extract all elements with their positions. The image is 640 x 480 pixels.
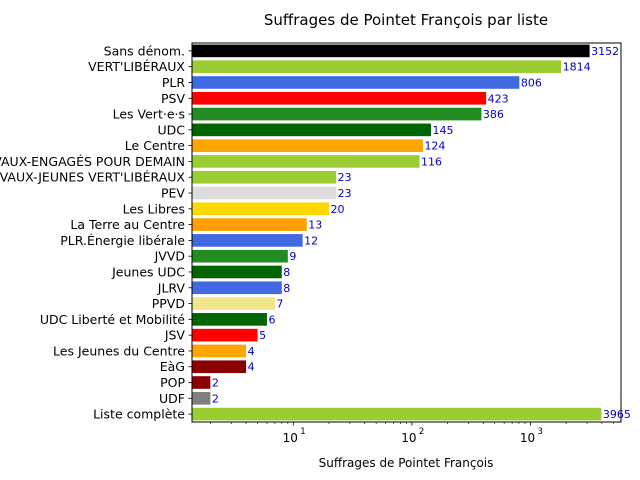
x-tick-label: 10 [401,431,416,445]
value-label: 23 [338,187,352,200]
x-tick-exponent: 3 [537,427,542,437]
bar [192,234,303,247]
category-label: UDF [159,391,185,406]
plot-frame [191,42,622,423]
category-label: PLR.Énergie libérale [60,233,185,248]
bar [192,123,432,137]
bar [192,186,337,200]
category-label: Les Libres [123,201,185,216]
bar [192,265,282,279]
value-label: 4 [248,361,255,374]
category-label: JLRV [157,280,186,295]
bar [192,170,337,184]
bar [192,344,247,358]
bar [192,139,423,152]
bar [192,60,562,74]
category-label: VERT'LIBÉRAUX [88,59,185,74]
value-label: 20 [330,203,344,216]
bar [192,391,211,405]
category-label: PSV [161,91,185,106]
value-label: 806 [521,76,542,89]
value-label: 124 [424,140,445,153]
x-tick-exponent: 2 [419,427,424,437]
value-label: 8 [283,266,290,279]
value-label: 2 [212,392,219,405]
bar [192,407,602,421]
bar [192,155,420,168]
value-label: 7 [276,298,283,311]
category-label: JVVD [154,249,185,264]
value-label: 116 [421,155,442,168]
value-label: 386 [483,108,504,121]
category-label: POP [160,375,185,390]
chart-title: Suffrages de Pointet François par liste [264,11,548,29]
value-label: 12 [304,234,318,247]
bar [192,281,282,295]
value-label: 9 [289,250,296,263]
bar [192,360,247,374]
bar [192,249,288,263]
value-label: 5 [259,329,266,342]
category-label: VAUX-ENGAGÉS POUR DEMAIN [0,154,185,169]
category-label: PLR [162,75,186,90]
bar [192,376,211,389]
value-label: 13 [308,219,322,232]
value-label: 423 [488,92,509,105]
category-label: VAUX-JEUNES VERT'LIBÉRAUX [0,170,185,185]
bar [192,313,267,326]
bar [192,328,258,342]
category-label: Les Vert·e·s [113,107,185,122]
bar [192,107,482,121]
category-label: Jeunes UDC [111,264,185,279]
bar [192,44,590,58]
category-label: UDC [157,122,185,137]
category-label: PEV [161,186,185,201]
category-label: Le Centre [125,138,186,153]
value-label: 3965 [603,408,631,421]
x-axis: 10 1 10 2 10 3 [210,422,614,445]
category-label: Les Jeunes du Centre [53,343,185,358]
category-label: UDC Liberté et Mobilité [40,312,185,327]
category-label: EàG [160,359,185,374]
x-tick-label: 10 [520,431,535,445]
value-labels: 3152181480642338614512411623232013129887… [212,45,631,421]
bar [192,76,520,89]
category-label: JSV [164,328,186,343]
bars-layer [192,44,602,421]
category-label: La Terre au Centre [70,217,185,232]
bar [192,218,307,231]
category-label: Liste complète [93,407,185,422]
x-tick-exponent: 1 [300,427,305,437]
value-label: 23 [338,171,352,184]
value-label: 6 [268,313,275,326]
value-label: 1814 [563,61,591,74]
value-label: 145 [433,124,454,137]
value-label: 8 [283,282,290,295]
category-label: PPVD [152,296,185,311]
x-tick-label: 10 [283,431,298,445]
value-label: 2 [212,377,219,390]
bar [192,297,275,310]
bar [192,202,329,216]
value-label: 3152 [591,45,619,58]
value-label: 4 [248,345,255,358]
bar [192,91,487,105]
category-label: Sans dénom. [104,43,185,58]
x-axis-label: Suffrages de Pointet François [319,456,494,470]
